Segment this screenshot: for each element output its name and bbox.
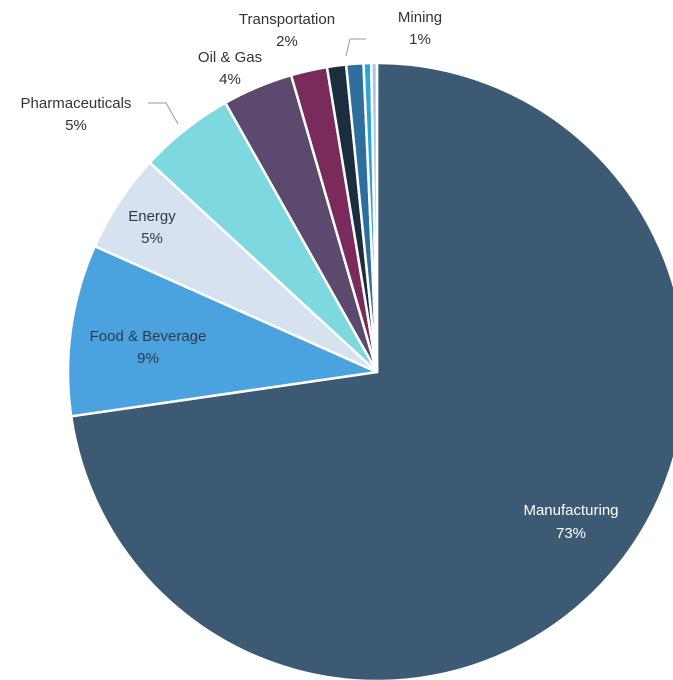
slice-label-food-beverage-name: Food & Beverage	[90, 328, 207, 345]
slice-label-mining-value: 1%	[409, 31, 431, 48]
leader-line-mining	[345, 38, 366, 57]
slice-label-food-beverage-value: 9%	[137, 350, 159, 367]
slice-label-oil-gas-name: Oil & Gas	[198, 49, 262, 66]
pie-slice-food-beverage	[66, 244, 379, 418]
slice-label-transportation-value: 2%	[276, 33, 298, 50]
slice-label-oil-gas-value: 4%	[219, 71, 241, 88]
slice-label-transportation-name: Transportation	[239, 11, 335, 28]
slice-label-manufacturing-value: 73%	[556, 525, 586, 542]
slice-label-pharmaceuticals-value: 5%	[65, 117, 87, 134]
pie-slice-unlabeled-9	[369, 61, 379, 374]
slice-label-energy-value: 5%	[141, 230, 163, 247]
pie-slice-manufacturing	[69, 61, 673, 680]
slice-label-mining-name: Mining	[398, 9, 442, 26]
slice-label-pharmaceuticals-name: Pharmaceuticals	[21, 95, 132, 112]
slice-label-manufacturing-name: Manufacturing	[523, 502, 618, 519]
pie-slices	[66, 61, 673, 680]
slice-label-energy-name: Energy	[128, 208, 176, 225]
leader-line-pharmaceuticals	[148, 102, 179, 125]
